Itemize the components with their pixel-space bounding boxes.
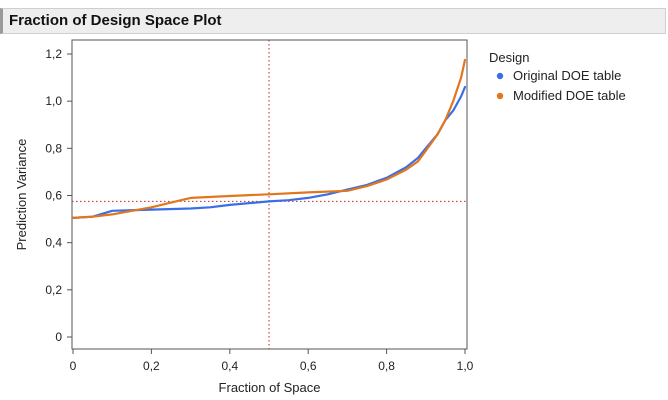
x-tick-label: 0,4 (221, 359, 238, 373)
legend-title: Design (489, 50, 529, 65)
legend-label-1: Original DOE table (513, 68, 621, 83)
x-tick-label: 0,8 (378, 359, 395, 373)
x-axis-title: Fraction of Space (219, 380, 321, 395)
x-tick-label: 0 (70, 359, 77, 373)
y-tick-label: 0,2 (45, 283, 62, 297)
y-axis-title: Prediction Variance (14, 139, 29, 251)
y-tick-label: 0,6 (45, 189, 62, 203)
title-bar[interactable]: Fraction of Design Space Plot (0, 8, 666, 34)
page-title: Fraction of Design Space Plot (9, 12, 222, 29)
y-tick-label: 0 (55, 330, 62, 344)
legend-label-2: Modified DOE table (513, 88, 626, 103)
y-tick-label: 1,2 (45, 47, 62, 61)
series-line-2 (71, 58, 467, 219)
y-tick-label: 0,8 (45, 141, 62, 155)
legend-marker-1 (496, 72, 504, 80)
x-tick-label: 0,6 (300, 359, 317, 373)
y-tick-label: 0,4 (45, 236, 62, 250)
x-tick-label: 0,2 (143, 359, 160, 373)
x-tick-label: 1,0 (457, 359, 474, 373)
legend-marker-2 (496, 92, 504, 100)
y-tick-label: 1,0 (45, 94, 62, 108)
